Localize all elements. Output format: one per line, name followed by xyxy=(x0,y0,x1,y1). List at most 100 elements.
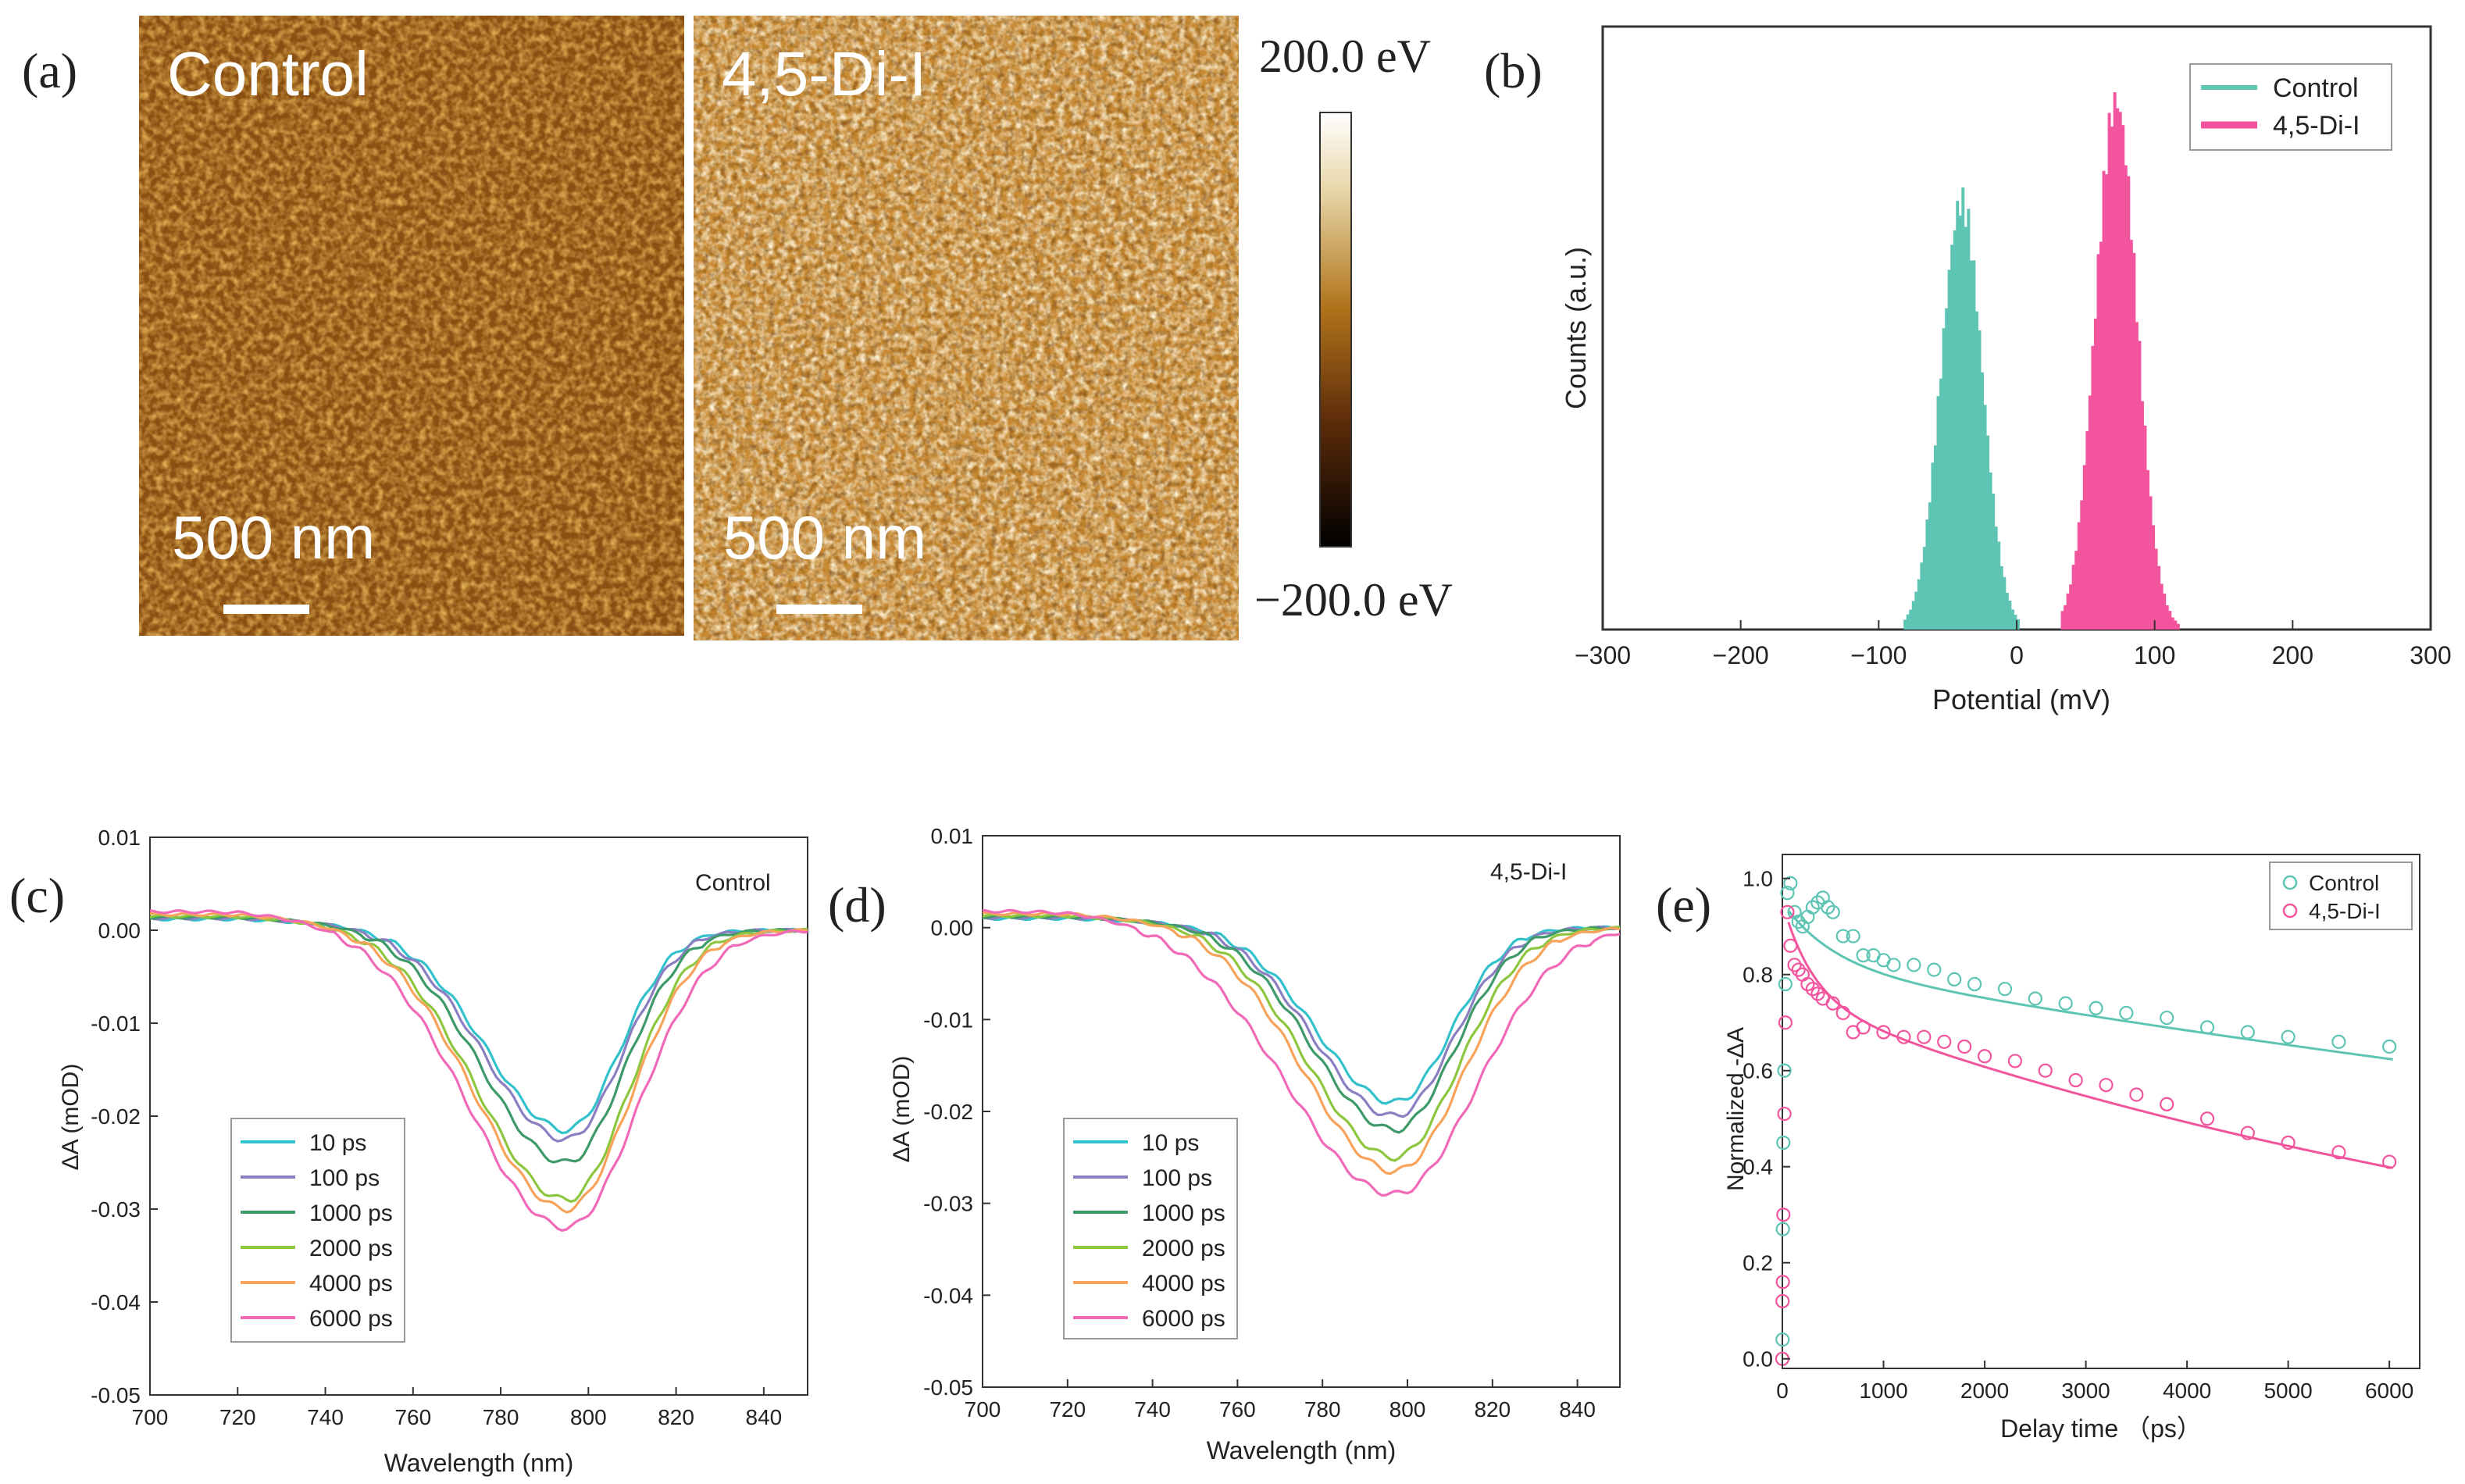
x-tick-label: 1000 xyxy=(1859,1379,1907,1403)
histogram-bar xyxy=(1911,601,1915,630)
histogram-bar xyxy=(2160,583,2164,630)
data-point xyxy=(2281,1135,2296,1150)
histogram-bar xyxy=(2127,176,2131,630)
histogram-bar xyxy=(2005,592,2009,630)
data-point xyxy=(1825,996,1840,1011)
histogram-bar xyxy=(1969,260,1973,630)
x-tick-label: 6000 xyxy=(2365,1379,2413,1403)
data-point xyxy=(1783,876,1798,890)
data-point xyxy=(2038,1063,2053,1078)
y-tick-label: 0.01 xyxy=(931,824,974,848)
histogram-bar xyxy=(2069,584,2073,630)
data-point xyxy=(2058,996,2073,1011)
histogram-bar xyxy=(1983,405,1987,630)
data-point xyxy=(2382,1039,2397,1054)
histogram-bar xyxy=(2096,254,2100,630)
panel-b-ylabel: Counts (a.u.) xyxy=(1560,247,1592,409)
data-point xyxy=(1825,904,1840,919)
histogram-bar xyxy=(1942,328,1946,630)
x-tick-label: 0 xyxy=(2010,641,2024,669)
histogram-bar xyxy=(1972,260,1976,630)
histogram-bar xyxy=(2124,165,2128,630)
data-point xyxy=(2068,1072,2083,1088)
histogram-bar xyxy=(1978,330,1982,630)
colorbar-min-label: −200.0 eV xyxy=(1254,574,1453,626)
histogram-bar xyxy=(2060,611,2064,630)
histogram-bar xyxy=(1967,209,1971,630)
panel-e-legend-dii-swatch xyxy=(2282,903,2298,919)
histogram-bar xyxy=(2154,548,2158,630)
afm-image-control-scalebar xyxy=(223,605,309,614)
spectrum-line xyxy=(983,914,1621,1134)
histogram-bar xyxy=(1950,244,1954,630)
x-tick-label: 740 xyxy=(307,1405,344,1429)
y-tick-label: -0.04 xyxy=(923,1283,973,1307)
histogram-bar xyxy=(1989,472,1992,630)
histogram-bar xyxy=(2118,112,2122,630)
afm-image-control-scalebar-label: 500 nm xyxy=(172,503,375,572)
y-tick-label: -0.03 xyxy=(91,1197,141,1222)
panel-b-legend-dii-label: 4,5-Di-I xyxy=(2273,111,2360,141)
spectrum-line xyxy=(982,915,1621,1105)
data-point xyxy=(2119,1005,2134,1021)
y-tick-label: -0.02 xyxy=(923,1100,973,1124)
histogram-bar xyxy=(1947,269,1951,630)
x-tick-label: −300 xyxy=(1575,641,1631,669)
fit-line xyxy=(1787,909,2393,1061)
data-point xyxy=(1896,1029,1911,1044)
afm-image-control-title: Control xyxy=(167,39,369,109)
panel-e: (e) 0 1000 2000 3000 4000 5000 6000 0.0 0.2 0.4 0.… xyxy=(1656,854,2420,1443)
histogram-bar xyxy=(2003,576,2007,630)
panel-b: (b) −300 −200 −100 0 100 200 300 Potential (mV… xyxy=(1484,25,2452,715)
panel-e-frame xyxy=(1782,854,2420,1369)
legend-label: 6000 ps xyxy=(309,1306,393,1332)
panel-e-legend: Control 4,5-Di-I xyxy=(2269,862,2413,930)
histogram-bar xyxy=(1906,614,1910,630)
y-tick-label: 0.8 xyxy=(1743,963,1773,987)
data-point xyxy=(1787,904,1802,919)
histogram-bar xyxy=(2174,620,2178,630)
x-tick-label: 800 xyxy=(1389,1397,1426,1422)
histogram-bar xyxy=(2146,469,2149,630)
data-point xyxy=(1775,1222,1790,1236)
legend-label: 2000 ps xyxy=(309,1236,393,1261)
panel-b-legend: Control 4,5-Di-I xyxy=(2189,63,2392,151)
data-point xyxy=(2382,1154,2397,1169)
histogram-bar xyxy=(2113,92,2117,630)
colorbar-max-label: 200.0 eV xyxy=(1259,30,1431,82)
panel-c-annotation: Control xyxy=(695,870,771,896)
spectrum-line xyxy=(149,916,808,1135)
histogram-bar xyxy=(1903,619,1907,630)
histogram-bar xyxy=(2110,127,2114,630)
histogram-bar xyxy=(2135,322,2139,630)
x-tick-label: 740 xyxy=(1134,1397,1171,1422)
data-point xyxy=(1777,1106,1792,1122)
panel-e-legend-control-label: Control xyxy=(2309,871,2379,895)
legend-label: 1000 ps xyxy=(309,1200,393,1226)
panel-e-ylabel: Normalized -ΔA xyxy=(1723,1027,1749,1191)
histogram-bar xyxy=(2116,108,2120,630)
x-tick-label: 840 xyxy=(746,1405,783,1429)
y-tick-label: -0.04 xyxy=(91,1290,141,1315)
histogram-bar xyxy=(2168,611,2172,630)
panel-b-label: (b) xyxy=(1484,43,1543,98)
panel-d-ylabel: ΔA (mOD) xyxy=(889,1056,915,1163)
spectrum-line xyxy=(149,911,808,1214)
histogram-bar xyxy=(1956,201,1960,630)
x-tick-label: 100 xyxy=(2134,641,2175,669)
x-tick-label: −200 xyxy=(1713,641,1769,669)
x-tick-label: 760 xyxy=(1219,1397,1256,1422)
histogram-bar xyxy=(1922,547,1926,630)
data-point xyxy=(1967,976,1982,992)
y-tick-label: 0.01 xyxy=(98,826,141,850)
data-point xyxy=(2160,1010,2174,1026)
data-point xyxy=(1821,900,1835,915)
histogram-bar xyxy=(2141,401,2144,630)
histogram-bar xyxy=(2080,500,2084,630)
y-tick-label: -0.03 xyxy=(923,1192,973,1216)
y-tick-label: 0.0 xyxy=(1743,1347,1773,1372)
histogram-bar xyxy=(2143,425,2147,630)
data-point xyxy=(1787,958,1802,972)
histogram-bar xyxy=(2121,125,2125,630)
